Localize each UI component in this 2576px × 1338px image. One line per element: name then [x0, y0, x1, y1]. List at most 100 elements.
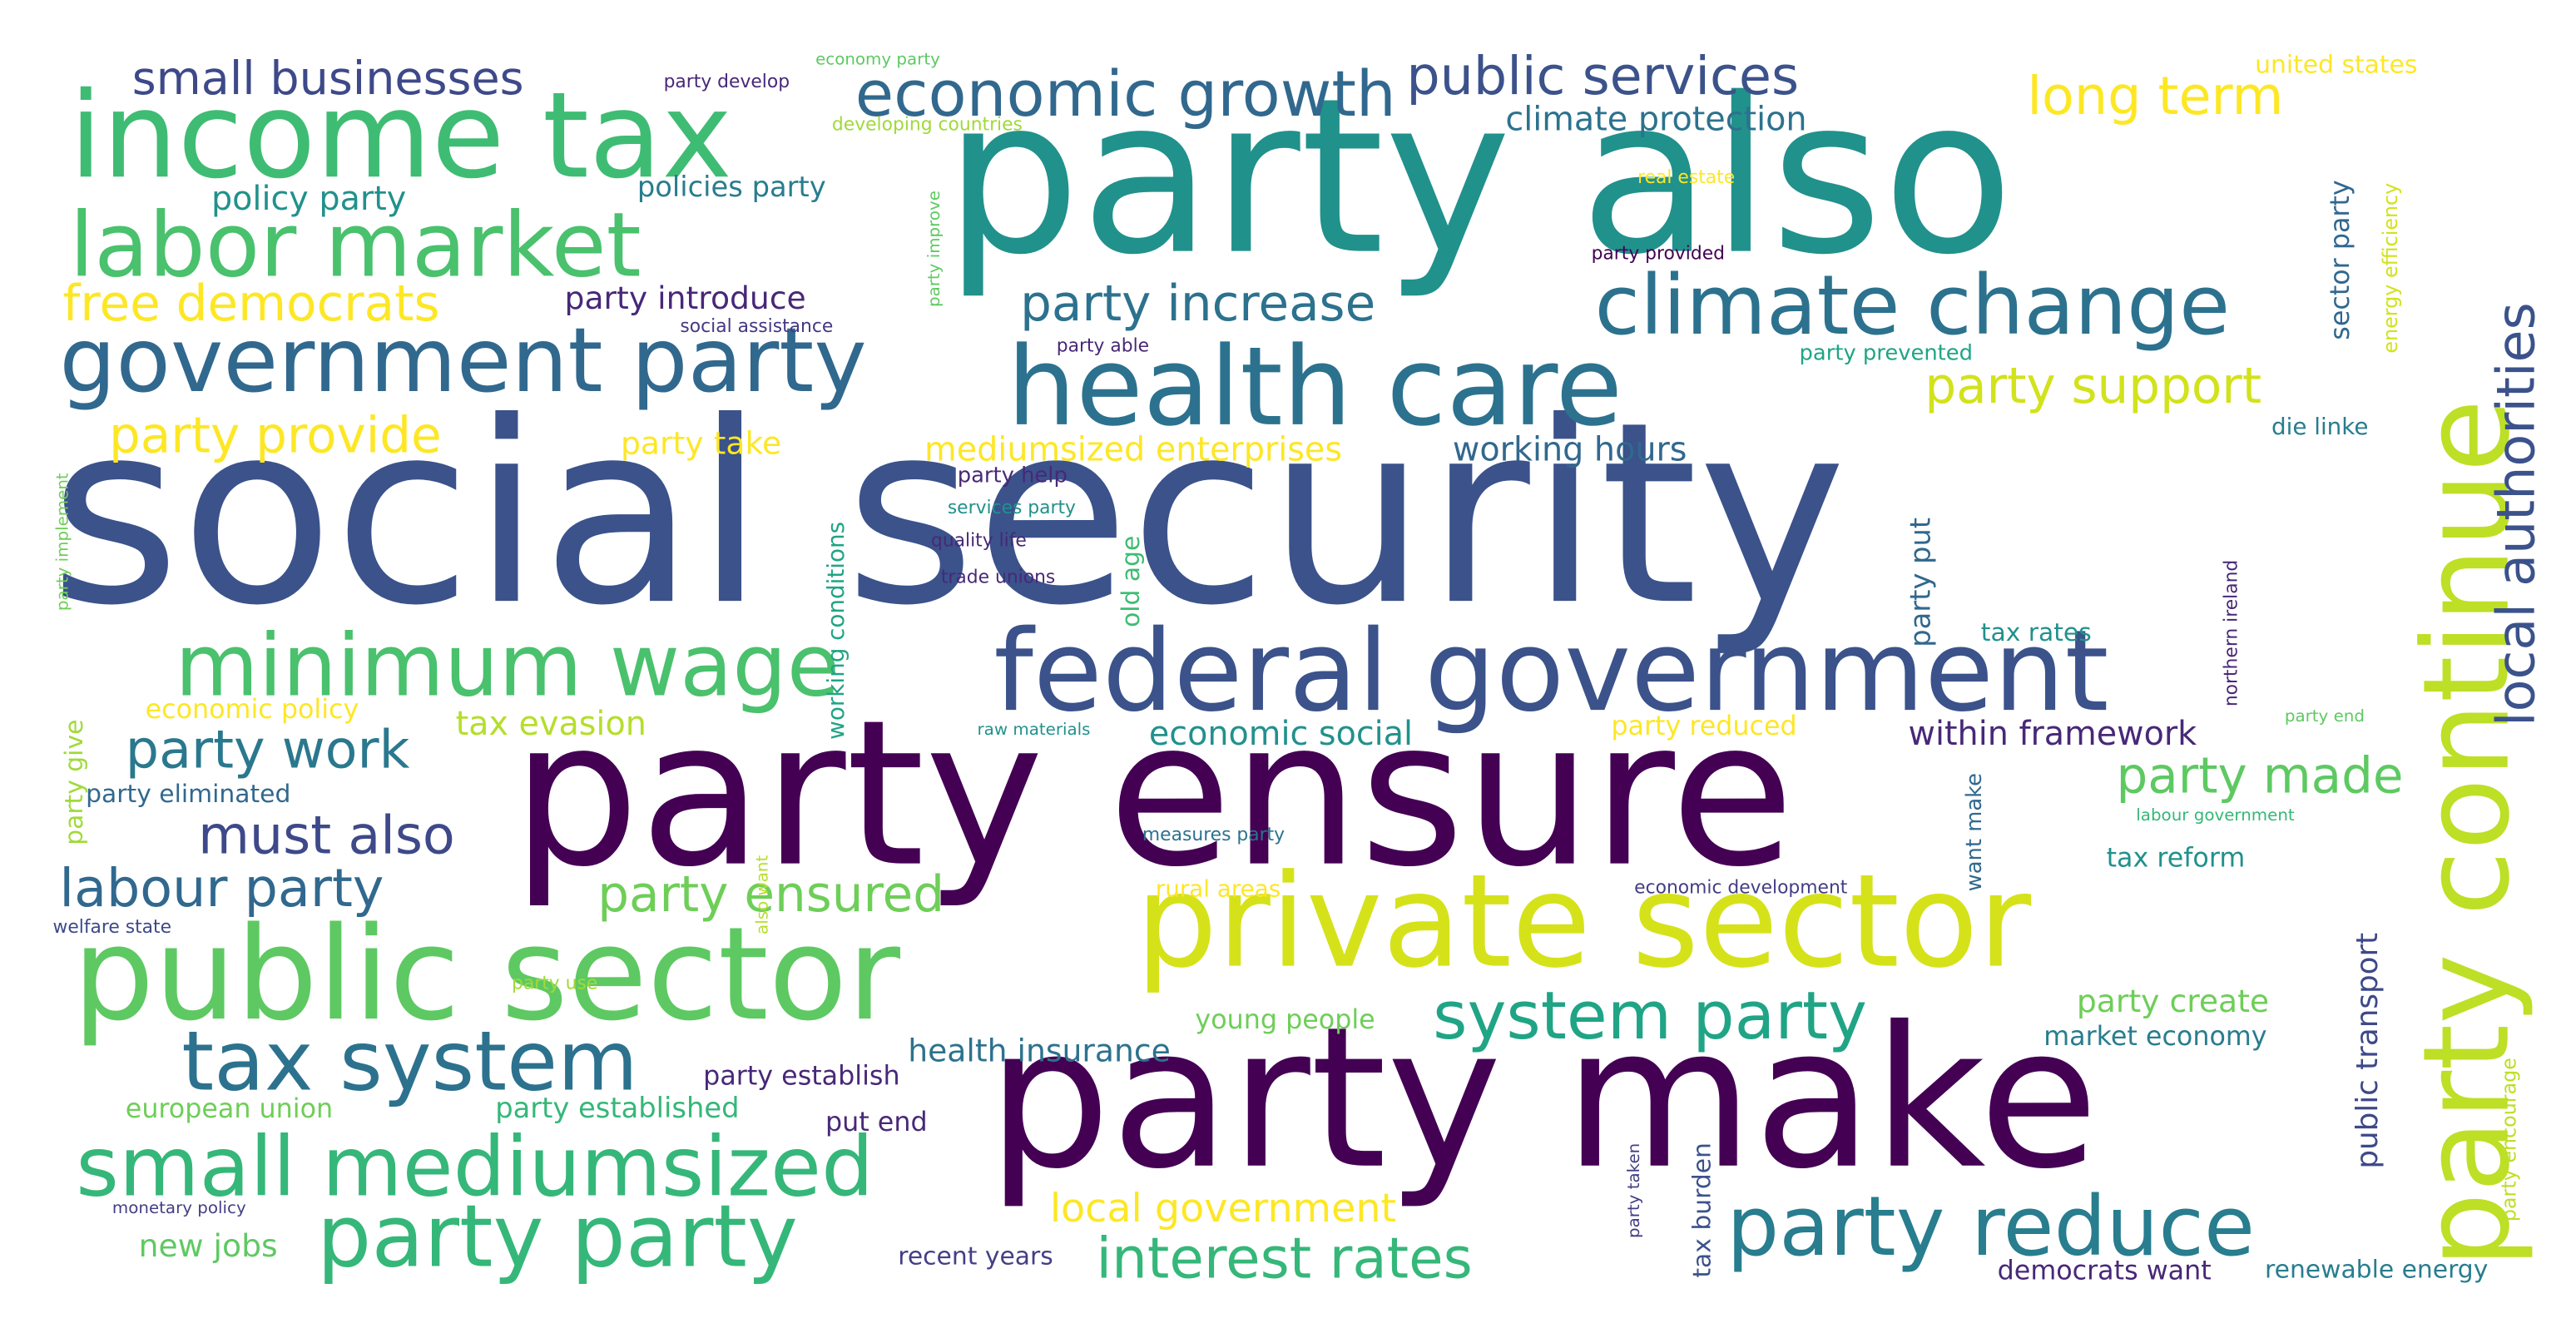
- word: local authorities: [2484, 302, 2548, 726]
- word: free democrats: [62, 275, 440, 334]
- word: quality life: [930, 529, 1027, 552]
- word: welfare state: [52, 916, 172, 938]
- word: labour government: [2136, 807, 2295, 825]
- word: party improve: [926, 191, 944, 308]
- word: party implement: [54, 473, 73, 612]
- word: party established: [495, 1093, 740, 1127]
- word: economic policy: [145, 693, 359, 725]
- word: party provided: [1591, 242, 1726, 265]
- word: party work: [125, 718, 410, 781]
- word: small businesses: [131, 51, 524, 106]
- word: party prevented: [1799, 341, 1974, 367]
- word: climate protection: [1505, 99, 1807, 139]
- word: public services: [1406, 44, 1800, 107]
- word: party support: [1925, 358, 2262, 416]
- word: recent years: [898, 1241, 1053, 1271]
- word: developing countries: [831, 113, 1023, 136]
- word: party able: [1056, 334, 1150, 357]
- word: health insurance: [908, 1033, 1171, 1070]
- word: within framework: [1908, 713, 2197, 753]
- word: economy party: [815, 51, 940, 70]
- word: party put: [1905, 517, 1939, 647]
- word: tax rates: [1980, 617, 2092, 647]
- word: working hours: [1452, 429, 1687, 469]
- word: labor market: [69, 193, 642, 298]
- word: party increase: [1020, 275, 1376, 334]
- word: new jobs: [138, 1228, 278, 1265]
- word: party help: [957, 463, 1068, 489]
- word: tax evasion: [455, 703, 646, 743]
- word: european union: [125, 1093, 334, 1125]
- word: income tax: [69, 66, 733, 206]
- word: government party: [59, 309, 867, 413]
- word: market economy: [2043, 1020, 2267, 1052]
- word: put end: [825, 1106, 928, 1137]
- word: party encourage: [2497, 1058, 2521, 1222]
- word: system party: [1433, 979, 1867, 1055]
- word: northern ireland: [2220, 559, 2242, 707]
- word: services party: [947, 497, 1076, 518]
- word: party reduce: [1726, 1178, 2255, 1275]
- word: party end: [2284, 708, 2365, 726]
- word: long term: [2027, 64, 2284, 127]
- word: economic social: [1148, 713, 1414, 753]
- word: public transport: [2351, 932, 2385, 1169]
- word: federal government: [993, 607, 2109, 738]
- word: young people: [1195, 1004, 1375, 1035]
- word: party make: [987, 984, 2099, 1212]
- word: party party: [316, 1188, 798, 1288]
- word: party ensured: [597, 866, 945, 925]
- word: party take: [620, 425, 782, 463]
- word: sector party: [2324, 180, 2356, 340]
- word: renewable energy: [2265, 1254, 2489, 1285]
- word: party give: [59, 719, 90, 845]
- word: public sector: [72, 901, 901, 1050]
- word: real estate: [1637, 166, 1736, 189]
- word: must also: [198, 804, 455, 867]
- word: mediumsized enterprises: [924, 429, 1342, 469]
- word: party eliminated: [86, 779, 291, 810]
- word: measures party: [1142, 824, 1286, 845]
- word: policies party: [637, 171, 826, 206]
- word: climate change: [1594, 257, 2231, 354]
- word: party also: [944, 51, 2014, 303]
- word: economic growth: [855, 57, 1396, 131]
- word: united states: [2255, 49, 2418, 80]
- word: want make: [1962, 772, 1988, 892]
- word: trade unions: [940, 566, 1056, 588]
- word: tax burden: [1687, 1142, 1717, 1278]
- word: social assistance: [680, 315, 834, 337]
- word: private sector: [1135, 848, 2032, 998]
- word: local government: [1049, 1185, 1397, 1232]
- word: party introduce: [564, 280, 806, 317]
- word: party ensure: [512, 676, 1795, 912]
- word: rural areas: [1155, 876, 1281, 904]
- word: party provide: [108, 408, 442, 466]
- word: interest rates: [1096, 1226, 1473, 1293]
- word: party create: [2076, 984, 2270, 1021]
- word: social security: [49, 368, 1847, 661]
- word: monetary policy: [111, 1200, 246, 1219]
- word: party reduced: [1611, 710, 1797, 741]
- word: party use: [512, 972, 598, 994]
- word: also want: [754, 855, 773, 934]
- word: working conditions: [824, 521, 850, 740]
- word: raw materials: [977, 721, 1091, 740]
- word: energy efficiency: [2378, 182, 2402, 354]
- word: economic development: [1634, 876, 1848, 899]
- word: party made: [2116, 747, 2404, 806]
- word: small mediumsized: [76, 1119, 874, 1216]
- word: democrats want: [1997, 1254, 2212, 1286]
- word: labour party: [59, 856, 384, 920]
- word: party taken: [1626, 1142, 1645, 1238]
- word: party establish: [703, 1059, 900, 1092]
- word: minimum wage: [175, 617, 840, 717]
- word: tax system: [181, 1013, 638, 1110]
- word: party develop: [663, 71, 790, 93]
- word: die linke: [2271, 414, 2369, 441]
- word: health care: [1007, 323, 1623, 451]
- word: policy party: [211, 178, 407, 218]
- word: old age: [1116, 535, 1146, 627]
